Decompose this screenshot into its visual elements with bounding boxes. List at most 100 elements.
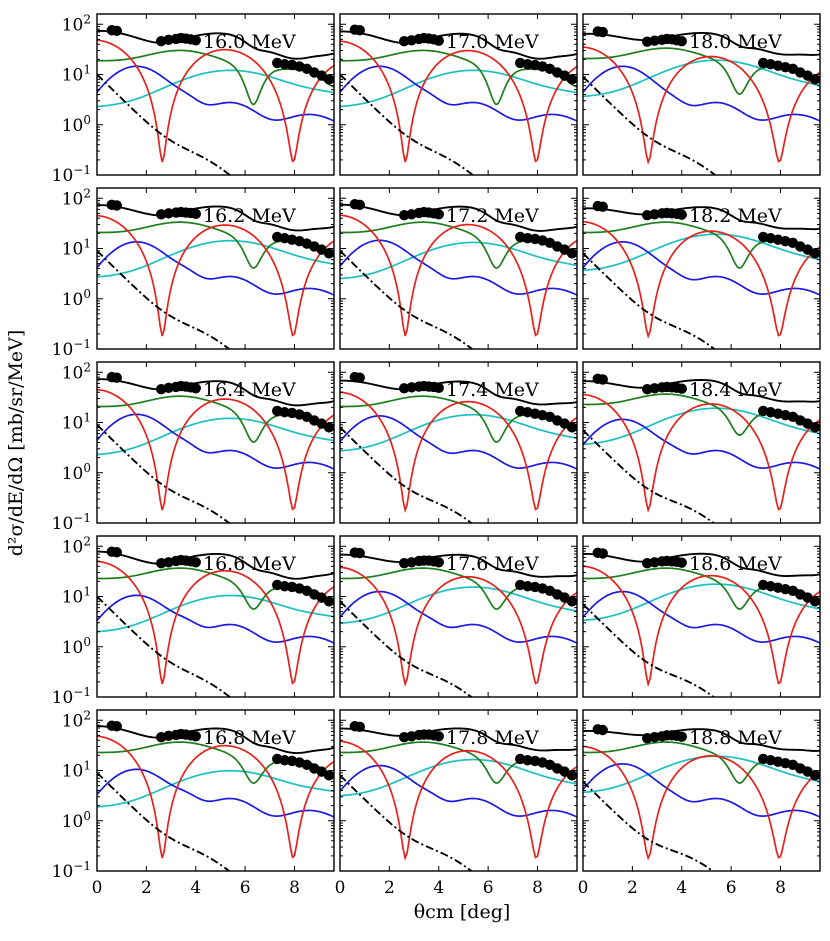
- blue-curve: [583, 418, 820, 470]
- blue-curve: [583, 241, 820, 296]
- panel: 18.6 MeV: [582, 535, 821, 698]
- data-point: [433, 382, 444, 394]
- data-point: [597, 26, 608, 38]
- plot-area: [583, 724, 820, 871]
- dashdot-curve: [97, 424, 231, 523]
- cyan-curve: [583, 407, 820, 446]
- y-tick-label: 100: [62, 809, 91, 832]
- total-curve: [340, 30, 577, 60]
- x-tick-label: 6: [483, 878, 494, 898]
- plot-area: [340, 371, 577, 523]
- y-tick-label: 10−1: [52, 511, 91, 534]
- data-point: [597, 548, 608, 559]
- energy-label: 17.8 MeV: [446, 727, 539, 749]
- panel: 17.8 MeV 0 2 4 6 8: [335, 709, 578, 898]
- cyan-curve: [340, 758, 577, 797]
- cyan-curve: [97, 769, 334, 808]
- y-tick-label: 101: [62, 585, 91, 608]
- energy-label: 17.0 MeV: [446, 31, 539, 53]
- y-tick-label: 100: [62, 635, 91, 658]
- data-point: [111, 25, 122, 37]
- red-curve: [583, 393, 820, 513]
- plot-area: [97, 371, 334, 523]
- red-curve: [583, 46, 820, 165]
- energy-label: 16.8 MeV: [203, 727, 296, 749]
- data-point: [190, 383, 201, 394]
- data-point: [111, 721, 122, 732]
- data-point: [111, 200, 122, 211]
- total-curve: [97, 550, 334, 580]
- plot-area: [97, 720, 334, 871]
- red-curve: [583, 745, 820, 861]
- data-point: [676, 383, 687, 394]
- data-point: [433, 209, 444, 220]
- x-tick-label: 6: [240, 878, 251, 898]
- panel: 18.8 MeV 0 2 4 6 8: [578, 709, 821, 898]
- total-curve: [583, 31, 820, 56]
- panel: 18.0 MeV: [582, 13, 821, 176]
- panel: 16.8 MeV 102 101 100 10−10 2 4 6 8: [52, 708, 335, 898]
- total-curve: [97, 29, 334, 60]
- dashdot-curve: [97, 772, 231, 871]
- y-tick-label: 102: [62, 360, 91, 383]
- y-tick-label: 102: [62, 186, 91, 209]
- data-point: [597, 724, 608, 736]
- total-curve: [97, 204, 334, 232]
- x-tick-label: 2: [141, 878, 152, 898]
- total-curve: [340, 203, 577, 232]
- y-tick-label: 10−1: [52, 337, 91, 360]
- panel: 17.6 MeV: [339, 535, 578, 698]
- plot-area: [340, 721, 577, 871]
- blue-curve: [340, 415, 577, 470]
- plot-area: [340, 547, 577, 697]
- data-point: [111, 372, 122, 383]
- energy-label: 18.4 MeV: [689, 379, 782, 401]
- y-tick-label: 10−1: [52, 859, 91, 882]
- data-point: [354, 721, 365, 733]
- x-tick-label: 2: [384, 878, 395, 898]
- x-tick-label: 0: [335, 878, 346, 898]
- data-point: [676, 557, 687, 568]
- dashdot-curve: [583, 252, 716, 349]
- y-tick-label: 101: [62, 237, 91, 260]
- blue-curve: [340, 590, 577, 644]
- blue-curve: [583, 590, 820, 644]
- red-curve: [340, 40, 577, 163]
- x-tick-label: 4: [190, 878, 201, 898]
- energy-label: 18.8 MeV: [689, 727, 782, 749]
- red-curve: [97, 735, 334, 859]
- x-tick-label: 0: [92, 878, 103, 898]
- cyan-curve: [340, 69, 577, 108]
- cyan-curve: [97, 239, 334, 278]
- total-curve: [583, 206, 820, 231]
- cyan-curve: [97, 69, 334, 108]
- data-point: [190, 557, 201, 568]
- red-curve: [340, 214, 577, 337]
- x-tick-label: 2: [627, 878, 638, 898]
- plot-area: [340, 24, 577, 175]
- cyan-curve: [97, 417, 334, 456]
- x-axis-label: θcm [deg]: [414, 901, 511, 923]
- dashdot-curve: [97, 595, 232, 697]
- data-point: [676, 209, 687, 220]
- y-tick-label: 100: [62, 461, 91, 484]
- dashdot-curve: [583, 780, 715, 871]
- y-tick-label: 101: [62, 411, 91, 434]
- red-curve: [583, 220, 820, 339]
- red-curve: [340, 566, 577, 688]
- blue-curve: [97, 594, 334, 644]
- red-curve: [97, 39, 334, 163]
- plot-area: [97, 199, 334, 349]
- panel: 17.0 MeV: [339, 13, 578, 176]
- y-axis-label: d²σ/dE/dΩ [mb/sr/MeV]: [5, 330, 27, 557]
- panel: 17.2 MeV: [339, 187, 578, 350]
- dashdot-curve: [97, 73, 232, 175]
- total-curve: [97, 725, 334, 754]
- data-point: [354, 25, 365, 36]
- y-tick-label: 102: [62, 534, 91, 557]
- plot-area: [97, 546, 334, 697]
- energy-label: 17.4 MeV: [446, 379, 539, 401]
- x-tick-label: 6: [726, 878, 737, 898]
- panel: 16.6 MeV 102 101 100 10−1: [52, 534, 335, 708]
- plot-area: [97, 25, 334, 175]
